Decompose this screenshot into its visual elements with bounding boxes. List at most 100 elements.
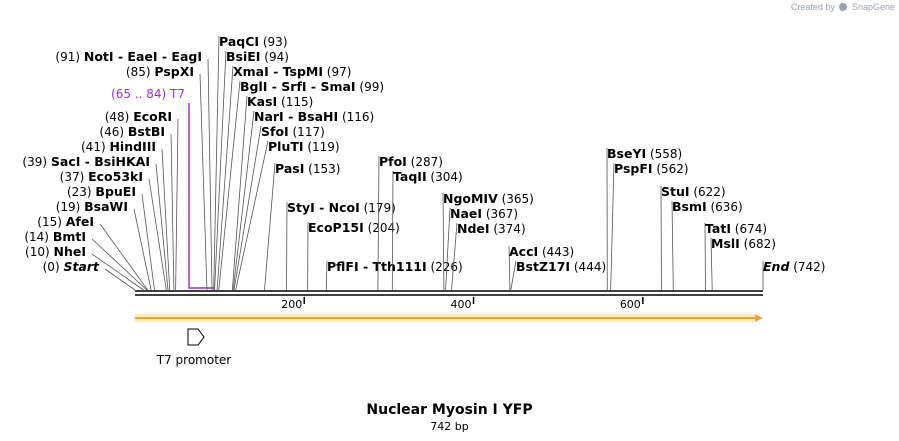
enzyme-site-styi: StyI - NcoI (179) (286, 200, 396, 291)
enzyme-site-bstbi: (46) BstBI (99, 124, 175, 291)
site-label: (23) BpuEI (67, 184, 136, 199)
primer-name: T7 (169, 87, 185, 101)
site-leader (104, 268, 136, 291)
site-name: BpuEI (95, 184, 136, 199)
ruler-tick-label: 200 (281, 298, 302, 311)
site-position: (374) (490, 222, 526, 236)
site-position: (39) (22, 155, 50, 169)
site-position: (117) (289, 125, 325, 139)
promoter-arrow-icon (187, 328, 205, 346)
site-position: (365) (498, 192, 534, 206)
enzyme-site-ndei: NdeI (374) (451, 221, 526, 291)
site-label: NaeI (367) (450, 206, 518, 221)
site-position: (14) (24, 230, 52, 244)
site-leader (671, 200, 674, 291)
sequence-title: Nuclear Myosin I YFP (366, 402, 533, 418)
site-leader (510, 260, 517, 291)
site-label: (46) BstBI (99, 124, 165, 139)
enzyme-site-bstz17i: BstZ17I (444) (510, 259, 606, 291)
site-leader (508, 245, 511, 291)
site-label: XmaI - TspMI (97) (233, 64, 351, 79)
orf-arrowhead (755, 314, 763, 322)
site-position: (558) (646, 147, 682, 161)
site-position: (226) (427, 260, 463, 274)
site-label: TaqII (304) (393, 169, 463, 184)
site-name: PfoI (379, 154, 407, 169)
site-leader (141, 193, 155, 291)
site-position: (23) (67, 185, 95, 199)
site-label: (10) NheI (25, 244, 86, 259)
site-name: PluTI (268, 139, 304, 154)
site-label: NgoMIV (365) (443, 191, 534, 206)
site-name: SacI - BsiHKAI (51, 154, 150, 169)
site-position: (287) (407, 155, 443, 169)
enzyme-site-ecori: (48) EcoRI (105, 109, 179, 291)
site-position: (94) (260, 50, 288, 64)
enzyme-site-pasi: PasI (153) (264, 161, 340, 291)
enzyme-site-pfoi: PfoI (287) (377, 154, 443, 291)
enzyme-site-end: End (742) (762, 259, 825, 290)
site-position: (99) (356, 80, 384, 94)
site-leader (286, 201, 288, 291)
site-name: Eco53kI (88, 169, 143, 184)
site-leader (710, 237, 713, 291)
site-name: BseYI (607, 146, 646, 161)
enzyme-site-pspfi: PspFI (562) (610, 161, 689, 291)
site-label: (41) HindIII (81, 139, 156, 154)
site-leader (91, 238, 148, 291)
enzyme-site-pluti: PluTI (119) (235, 139, 340, 291)
site-label: StyI - NcoI (179) (287, 200, 396, 215)
site-label: End (742) (763, 259, 825, 274)
site-label: PluTI (119) (268, 139, 340, 154)
site-label: StuI (622) (661, 184, 726, 199)
site-label: NarI - BsaHI (116) (254, 109, 374, 124)
site-leader (148, 178, 167, 291)
site-position: (15) (37, 215, 65, 229)
site-leader (231, 95, 248, 291)
enzyme-site-hindiii: (41) HindIII (81, 139, 171, 291)
site-label: (19) BsaWI (56, 199, 128, 214)
site-name: Start (63, 259, 100, 274)
site-name: BstZ17I (516, 259, 570, 274)
site-leader (232, 110, 255, 291)
site-label: BstZ17I (444) (516, 259, 606, 274)
site-position: (0) (43, 260, 64, 274)
enzyme-site-tati: TatI (674) (704, 221, 767, 291)
site-position: (682) (740, 237, 776, 251)
site-label: BseYI (558) (607, 146, 682, 161)
site-leader (391, 170, 394, 291)
site-name: EcoRI (133, 109, 172, 124)
enzyme-site-acci: AccI (443) (508, 244, 574, 291)
enzyme-site-kasi: KasI (115) (231, 94, 313, 291)
site-name: BglI - SrfI - SmaI (240, 79, 356, 94)
enzyme-site-taqii: TaqII (304) (391, 169, 463, 291)
site-label: (91) NotI - EaeI - EagI (55, 49, 202, 64)
site-position: (46) (99, 125, 127, 139)
site-position: (97) (323, 65, 351, 79)
site-position: (93) (259, 35, 287, 49)
site-leader (133, 208, 152, 291)
enzyme-site-saci: (39) SacI - BsiHKAI (22, 154, 169, 291)
enzyme-site-xmai: XmaI - TspMI (97) (216, 64, 351, 291)
enzyme-site-naei: NaeI (367) (445, 206, 518, 291)
site-position: (115) (277, 95, 313, 109)
sequence-length: 742 bp (430, 420, 469, 433)
site-name: NaeI (450, 206, 482, 221)
site-name: BsaWI (84, 199, 128, 214)
site-leader (170, 133, 175, 291)
site-name: AccI (509, 244, 538, 259)
site-name: NarI - BsaHI (254, 109, 338, 124)
site-name: NotI - EaeI - EagI (84, 49, 202, 64)
site-leader (155, 163, 169, 291)
enzyme-site-bsiei: BsiEI (94) (214, 49, 289, 291)
site-name: KasI (247, 94, 277, 109)
site-position: (562) (653, 162, 689, 176)
enzyme-site-pflfi: PflFI - Tth111I (226) (325, 259, 463, 291)
site-leader (442, 192, 445, 291)
site-label: PfoI (287) (379, 154, 443, 169)
site-name: TaqII (393, 169, 427, 184)
enzyme-site-bsawi: (19) BsaWI (56, 199, 152, 291)
enzyme-site-bsmi: BsmI (636) (671, 199, 743, 291)
site-name: TatI (705, 221, 731, 236)
